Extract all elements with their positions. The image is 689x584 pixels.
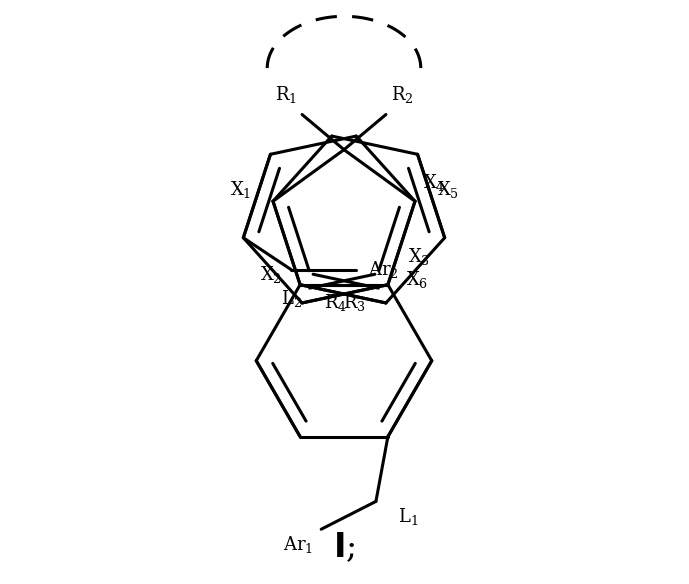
Text: X$_4$: X$_4$ [422, 172, 445, 193]
Text: R$_2$: R$_2$ [391, 84, 413, 105]
Text: L$_1$: L$_1$ [398, 506, 418, 527]
Text: X$_2$: X$_2$ [260, 264, 282, 285]
Text: $\mathbf{I}$;: $\mathbf{I}$; [333, 531, 355, 565]
Text: R$_3$: R$_3$ [343, 293, 366, 314]
Text: R$_1$: R$_1$ [275, 84, 297, 105]
Text: Ar$_2$: Ar$_2$ [368, 259, 398, 280]
Text: Ar$_1$: Ar$_1$ [283, 534, 313, 555]
Text: X$_6$: X$_6$ [406, 269, 428, 290]
Text: X$_3$: X$_3$ [408, 246, 430, 267]
Text: X$_5$: X$_5$ [437, 179, 459, 200]
Text: X$_1$: X$_1$ [230, 179, 251, 200]
Text: R$_4$: R$_4$ [324, 293, 347, 314]
Text: L$_2$: L$_2$ [280, 287, 302, 308]
